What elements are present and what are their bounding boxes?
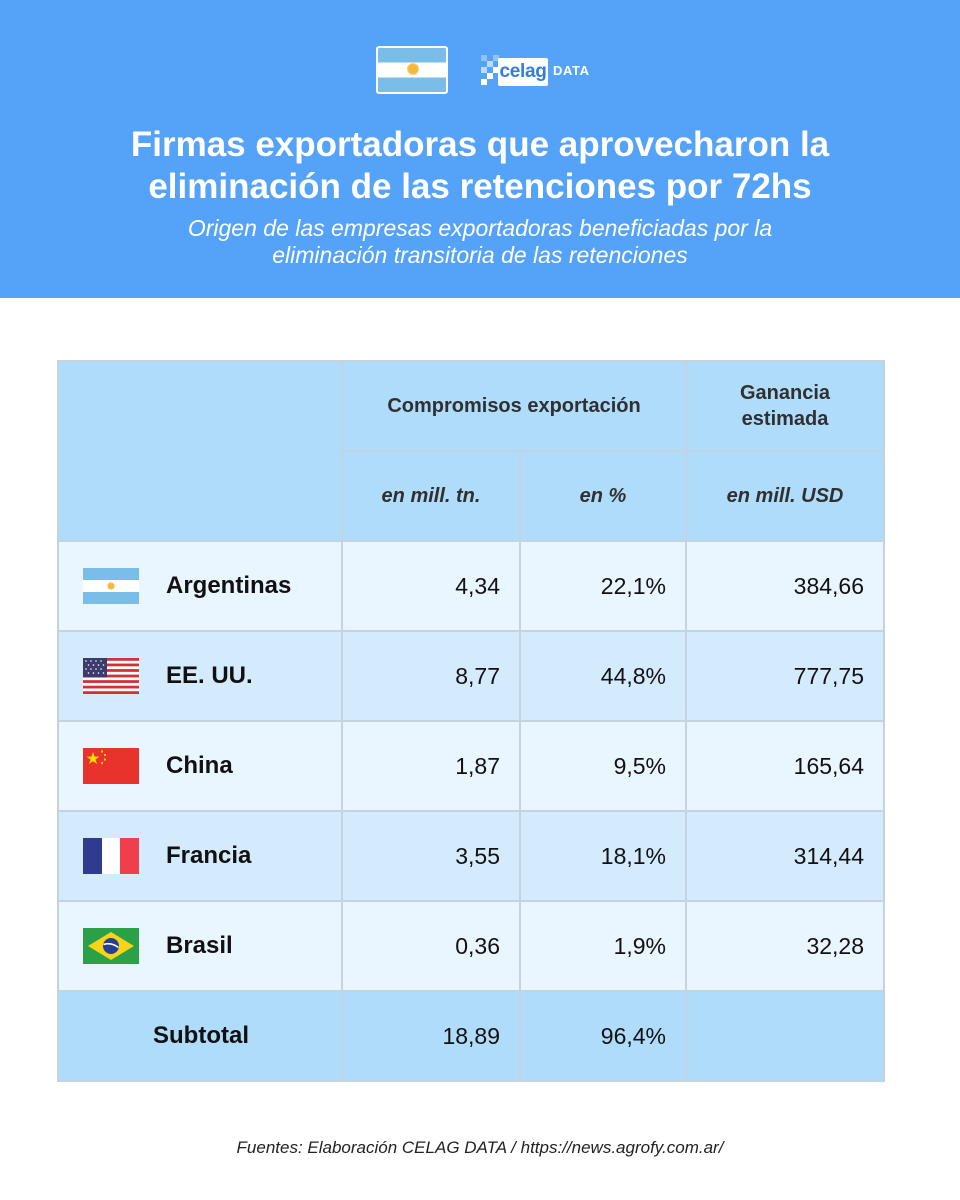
pct-value: 22,1% [518, 540, 688, 632]
source-footnote: Fuentes: Elaboración CELAG DATA / https:… [236, 1138, 724, 1157]
tn-value: 1,87 [341, 720, 521, 812]
usd-value: 32,28 [685, 900, 886, 992]
empty-header-cell [57, 360, 343, 542]
pct-value: 9,5% [518, 720, 688, 812]
exporters-table: Compromisos exportación Ganancia estimad… [57, 360, 886, 1082]
table-row: Brasil 0,36 1,9% 32,28 [57, 900, 886, 992]
brazil-flag-icon [83, 928, 139, 964]
table-row: EE. UU. 8,77 44,8% 777,75 [57, 630, 886, 722]
country-cell: Argentinas [57, 540, 343, 632]
pct-subheader: en % [518, 450, 688, 542]
table-row: China 1,87 9,5% 165,64 [57, 720, 886, 812]
subtotal-row: Subtotal 18,89 96,4% [57, 990, 886, 1082]
country-cell: Francia [57, 810, 343, 902]
page-subtitle: Origen de las empresas exportadoras bene… [0, 215, 960, 269]
country-name: China [166, 752, 233, 779]
tn-subheader: en mill. tn. [341, 450, 521, 542]
table-header-row: Compromisos exportación Ganancia estimad… [57, 360, 886, 542]
title-line-1: Firmas exportadoras que aprovecharon la [130, 125, 830, 164]
tn-value: 4,34 [341, 540, 521, 632]
pixel-mark-icon [481, 55, 505, 85]
usd-value: 165,64 [685, 720, 886, 812]
country-name: EE. UU. [166, 662, 253, 689]
tn-value: 8,77 [341, 630, 521, 722]
usd-value: 384,66 [685, 540, 886, 632]
subtotal-label: Subtotal [57, 990, 343, 1082]
country-cell: EE. UU. [57, 630, 343, 722]
country-name: Brasil [166, 932, 233, 959]
ganancia-header: Ganancia estimada [685, 360, 886, 452]
ganancia-line-1: Ganancia [739, 382, 831, 404]
usd-value: 314,44 [685, 810, 886, 902]
tn-value: 0,36 [341, 900, 521, 992]
header-banner: celag DATA Firmas exportadoras que aprov… [0, 0, 960, 298]
country-name: Argentinas [166, 572, 292, 599]
argentina-flag-icon [83, 568, 139, 604]
subtotal-pct: 96,4% [518, 990, 688, 1082]
france-flag-icon [83, 838, 139, 874]
pct-value: 44,8% [518, 630, 688, 722]
subtotal-usd [685, 990, 886, 1082]
pct-value: 18,1% [518, 810, 688, 902]
china-flag-icon [83, 748, 139, 784]
tn-value: 3,55 [341, 810, 521, 902]
data-wordmark: DATA [553, 63, 590, 78]
usd-value: 777,75 [685, 630, 886, 722]
country-cell: Brasil [57, 900, 343, 992]
usd-subheader: en mill. USD [685, 450, 886, 542]
ganancia-line-2: estimada [741, 408, 829, 430]
subtitle-line-2: eliminación transitoria de las retencion… [272, 242, 688, 268]
usa-flag-icon [83, 658, 139, 694]
compromisos-header: Compromisos exportación [340, 360, 688, 452]
page-title: Firmas exportadoras que aprovecharon la … [0, 124, 960, 208]
pct-value: 1,9% [518, 900, 688, 992]
title-line-2: eliminación de las retenciones por 72hs [148, 167, 812, 206]
country-cell: China [57, 720, 343, 812]
celag-wordmark: celag [498, 58, 548, 86]
table-row: Argentinas 4,34 22,1% 384,66 [57, 540, 886, 632]
table-subheader-row: en mill. tn. en % en mill. USD [58, 450, 886, 542]
subtotal-tn: 18,89 [341, 990, 521, 1082]
table-row: Francia 3,55 18,1% 314,44 [57, 810, 886, 902]
argentina-flag-icon [376, 46, 448, 94]
country-name: Francia [166, 842, 252, 869]
logo-bar: celag DATA [0, 45, 960, 97]
subtitle-line-1: Origen de las empresas exportadoras bene… [187, 215, 773, 241]
